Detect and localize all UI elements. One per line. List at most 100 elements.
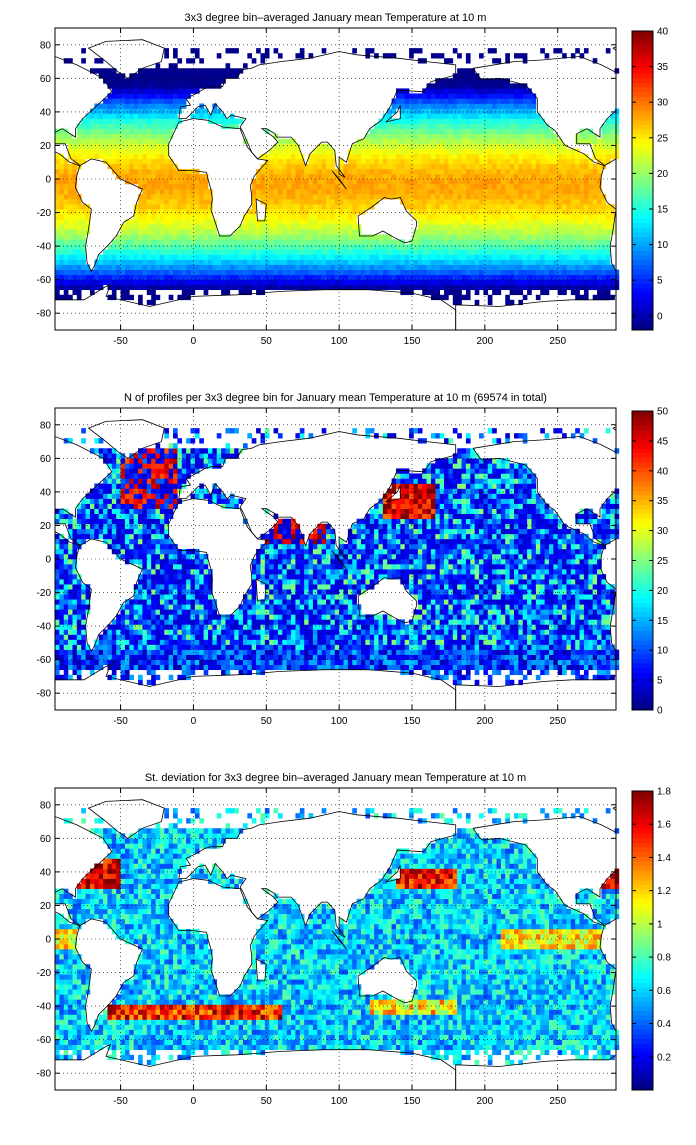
heatmap-cell (588, 184, 593, 189)
heatmap-cell (116, 249, 121, 254)
heatmap-cell (156, 189, 161, 194)
heatmap-cell (265, 164, 270, 169)
heatmap-cell (470, 104, 475, 109)
heatmap-cell (470, 199, 475, 204)
heatmap-cell (514, 229, 519, 234)
heatmap-cell (199, 260, 204, 265)
heatmap-cell (182, 260, 187, 265)
heatmap-cell (444, 209, 449, 214)
heatmap-cell (77, 265, 82, 270)
heatmap-cell (540, 194, 545, 199)
heatmap-cell (59, 675, 64, 680)
heatmap-cell (601, 655, 606, 660)
heatmap-cell (295, 214, 300, 219)
heatmap-cell (492, 655, 497, 660)
heatmap-cell (453, 109, 458, 114)
heatmap-cell (322, 179, 327, 184)
heatmap-cell (147, 680, 152, 685)
heatmap-cell (239, 280, 244, 285)
heatmap-cell (365, 249, 370, 254)
heatmap-cell (400, 98, 405, 103)
heatmap-cell (309, 275, 314, 280)
heatmap-cell (435, 104, 440, 109)
heatmap-cell (182, 179, 187, 184)
heatmap-cell (309, 164, 314, 169)
heatmap-cell (173, 184, 178, 189)
heatmap-cell (151, 260, 156, 265)
heatmap-cell (68, 265, 73, 270)
heatmap-cell (59, 285, 64, 290)
heatmap-cell (462, 149, 467, 154)
heatmap-cell (169, 199, 174, 204)
heatmap-cell (282, 239, 287, 244)
heatmap-cell (514, 109, 519, 114)
heatmap-cell (160, 164, 165, 169)
heatmap-cell (278, 280, 283, 285)
heatmap-cell (129, 78, 134, 83)
heatmap-cell (475, 244, 480, 249)
heatmap-cell (448, 265, 453, 270)
heatmap-cell (440, 285, 445, 290)
heatmap-cell (615, 280, 620, 285)
heatmap-cell (448, 83, 453, 88)
heatmap-cell (103, 144, 108, 149)
heatmap-cell (405, 93, 410, 98)
heatmap-cell (291, 665, 296, 670)
heatmap-cell (234, 280, 239, 285)
heatmap-cell (466, 675, 471, 680)
heatmap-cell (518, 119, 523, 124)
heatmap-cell (374, 260, 379, 265)
heatmap-cell (182, 670, 187, 675)
heatmap-cell (326, 280, 331, 285)
heatmap-cell (462, 204, 467, 209)
heatmap-cell (274, 199, 279, 204)
heatmap-cell (540, 270, 545, 275)
heatmap-cell (64, 275, 69, 280)
y-tick-label: 40 (40, 107, 52, 118)
heatmap-cell (444, 189, 449, 194)
heatmap-cell (282, 189, 287, 194)
heatmap-cell (597, 234, 602, 239)
heatmap-cell (571, 655, 576, 660)
heatmap-cell (497, 189, 502, 194)
heatmap-cell (90, 665, 95, 670)
heatmap-cell (186, 275, 191, 280)
heatmap-cell (287, 280, 292, 285)
heatmap-cell (400, 655, 405, 660)
heatmap-cell (68, 665, 73, 670)
heatmap-cell (348, 260, 353, 265)
heatmap-cell (597, 239, 602, 244)
heatmap-cell (173, 53, 178, 58)
heatmap-cell (392, 164, 397, 169)
heatmap-cell (335, 184, 340, 189)
heatmap-cell (514, 244, 519, 249)
heatmap-cell (160, 83, 165, 88)
heatmap-cell (545, 149, 550, 154)
heatmap-cell (274, 244, 279, 249)
heatmap-cell (169, 255, 174, 260)
heatmap-cell (304, 265, 309, 270)
heatmap-cell (606, 204, 611, 209)
heatmap-cell (160, 174, 165, 179)
heatmap-cell (313, 280, 318, 285)
heatmap-cell (531, 194, 536, 199)
heatmap-cell (444, 134, 449, 139)
heatmap-cell (199, 73, 204, 78)
heatmap-cell (225, 48, 230, 53)
colorbar-segment (632, 251, 653, 256)
heatmap-cell (457, 53, 462, 58)
heatmap-cell (225, 63, 230, 68)
heatmap-cell (309, 219, 314, 224)
heatmap-cell (352, 229, 357, 234)
heatmap-cell (501, 109, 506, 114)
heatmap-cell (151, 214, 156, 219)
heatmap-cell (440, 174, 445, 179)
heatmap-cell (344, 189, 349, 194)
heatmap-cell (107, 275, 112, 280)
heatmap-cell (387, 265, 392, 270)
heatmap-cell (422, 255, 427, 260)
heatmap-cell (405, 244, 410, 249)
heatmap-cell (121, 655, 126, 660)
heatmap-cell (160, 88, 165, 93)
